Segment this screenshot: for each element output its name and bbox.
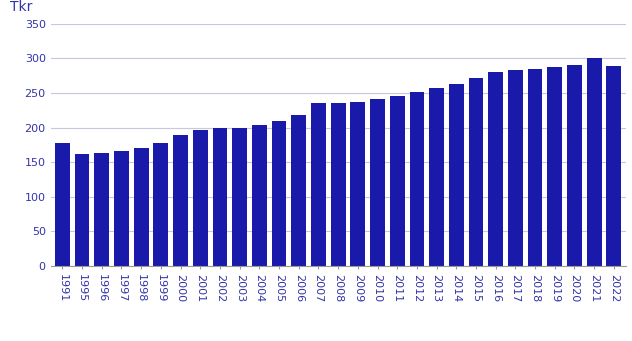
Bar [193,130,208,266]
Bar [311,103,326,266]
Bar [94,153,109,266]
Bar [114,151,129,266]
Bar [75,154,90,266]
Bar [134,148,149,266]
Bar [528,69,542,266]
Bar [410,92,424,266]
Bar [567,65,582,266]
Text: Tkr: Tkr [10,0,33,14]
Bar [212,128,228,266]
Bar [272,121,286,266]
Bar [331,103,346,266]
Bar [252,125,267,266]
Bar [547,67,562,266]
Bar [468,78,483,266]
Bar [607,66,621,266]
Bar [232,128,247,266]
Bar [586,58,602,266]
Bar [173,135,188,266]
Bar [55,143,70,266]
Bar [489,72,503,266]
Bar [429,88,444,266]
Bar [508,70,523,266]
Bar [291,115,306,266]
Bar [449,84,464,266]
Bar [154,143,168,266]
Bar [390,96,404,266]
Bar [370,99,385,266]
Bar [350,102,365,266]
